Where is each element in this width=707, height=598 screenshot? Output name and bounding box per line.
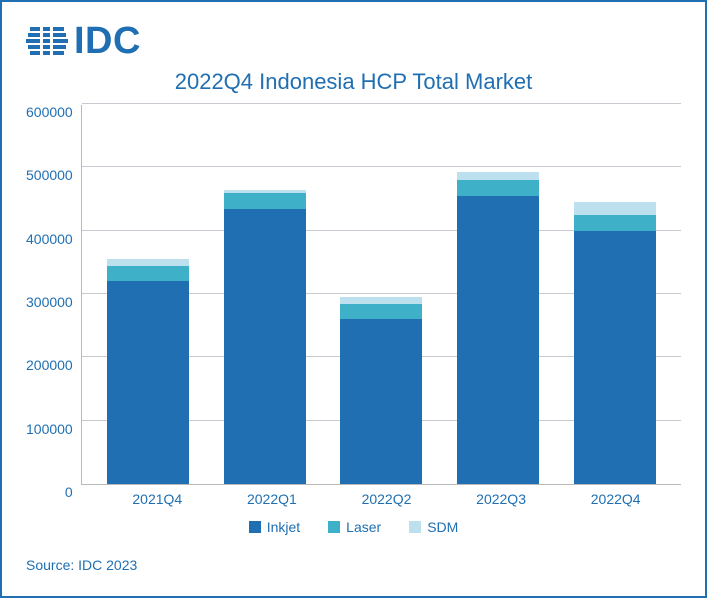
grid-line — [82, 103, 681, 104]
bar-2022Q4 — [574, 202, 656, 484]
bar-segment-inkjet — [457, 196, 539, 484]
bar-segment-laser — [457, 180, 539, 196]
legend-item-inkjet: Inkjet — [249, 519, 300, 535]
legend-label: Inkjet — [267, 519, 300, 535]
legend-item-sdm: SDM — [409, 519, 458, 535]
legend-item-laser: Laser — [328, 519, 381, 535]
bars-container — [82, 105, 681, 484]
bar-2022Q3 — [457, 172, 539, 484]
chart-frame: IDC 2022Q4 Indonesia HCP Total Market 60… — [0, 0, 707, 598]
legend-swatch-icon — [328, 521, 340, 533]
bar-segment-inkjet — [574, 231, 656, 484]
bar-segment-laser — [340, 304, 422, 320]
legend: Inkjet Laser SDM — [26, 519, 681, 535]
legend-swatch-icon — [249, 521, 261, 533]
bar-segment-laser — [224, 193, 306, 209]
x-tick-label: 2021Q4 — [116, 491, 198, 507]
legend-label: SDM — [427, 519, 458, 535]
y-axis: 6000005000004000003000002000001000000 — [26, 105, 81, 485]
x-tick-label: 2022Q3 — [460, 491, 542, 507]
bar-segment-sdm — [574, 202, 656, 215]
x-tick-label: 2022Q1 — [231, 491, 313, 507]
bar-segment-inkjet — [107, 281, 189, 484]
legend-swatch-icon — [409, 521, 421, 533]
x-axis: 2021Q4 2022Q1 2022Q2 2022Q3 2022Q4 — [26, 491, 681, 507]
bar-segment-inkjet — [340, 319, 422, 484]
x-tick-label: 2022Q4 — [575, 491, 657, 507]
bar-segment-inkjet — [224, 209, 306, 485]
idc-logo-text: IDC — [74, 20, 141, 63]
bar-segment-laser — [574, 215, 656, 231]
bar-segment-laser — [107, 266, 189, 282]
idc-logo-icon — [26, 21, 68, 63]
bar-2022Q1 — [224, 190, 306, 484]
plot-area — [81, 105, 681, 485]
bar-2021Q4 — [107, 259, 189, 484]
idc-logo: IDC — [26, 20, 681, 63]
bar-segment-sdm — [457, 172, 539, 180]
chart-area: 6000005000004000003000002000001000000 — [26, 105, 681, 485]
x-axis-labels: 2021Q4 2022Q1 2022Q2 2022Q3 2022Q4 — [92, 491, 681, 507]
bar-2022Q2 — [340, 297, 422, 484]
source-text: Source: IDC 2023 — [26, 557, 681, 573]
x-tick-label: 2022Q2 — [345, 491, 427, 507]
chart-title: 2022Q4 Indonesia HCP Total Market — [26, 69, 681, 95]
legend-label: Laser — [346, 519, 381, 535]
